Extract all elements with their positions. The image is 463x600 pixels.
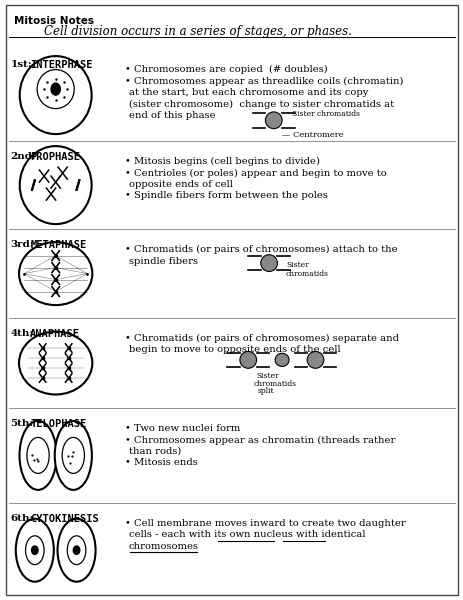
Text: • Chromatids (or pairs of chromosomes) attach to the: • Chromatids (or pairs of chromosomes) a… bbox=[125, 245, 397, 254]
Ellipse shape bbox=[19, 331, 92, 395]
Text: 5th:: 5th: bbox=[10, 419, 33, 428]
Text: than rods): than rods) bbox=[129, 447, 181, 456]
Ellipse shape bbox=[19, 146, 92, 224]
Text: — Centromere: — Centromere bbox=[282, 131, 343, 139]
Text: INTERPHASE: INTERPHASE bbox=[30, 60, 93, 70]
Text: opposite ends of cell: opposite ends of cell bbox=[129, 180, 232, 189]
Text: 4th:: 4th: bbox=[10, 329, 33, 338]
Text: • Chromosomes appear as chromatin (threads rather: • Chromosomes appear as chromatin (threa… bbox=[125, 436, 395, 445]
Ellipse shape bbox=[260, 254, 277, 271]
Text: ANAPHASE: ANAPHASE bbox=[30, 329, 80, 339]
Ellipse shape bbox=[55, 421, 92, 490]
Text: spindle fibers: spindle fibers bbox=[129, 257, 198, 266]
Text: Cell division occurs in a series of stages, or phases.: Cell division occurs in a series of stag… bbox=[44, 25, 351, 38]
Ellipse shape bbox=[265, 112, 282, 128]
Text: PROPHASE: PROPHASE bbox=[30, 152, 80, 162]
Circle shape bbox=[73, 546, 80, 554]
Text: 3rd:: 3rd: bbox=[10, 240, 34, 249]
Text: • Two new nuclei form: • Two new nuclei form bbox=[125, 424, 240, 433]
Text: Sister chromatids: Sister chromatids bbox=[292, 109, 360, 118]
Text: Sister: Sister bbox=[256, 373, 279, 380]
Text: begin to move to opposite ends of the cell: begin to move to opposite ends of the ce… bbox=[129, 346, 340, 355]
Ellipse shape bbox=[67, 536, 86, 565]
Text: at the start, but each chromosome and its copy: at the start, but each chromosome and it… bbox=[129, 88, 368, 97]
Text: • Mitosis begins (cell begins to divide): • Mitosis begins (cell begins to divide) bbox=[125, 157, 319, 166]
Text: chromosomes: chromosomes bbox=[129, 542, 199, 551]
Ellipse shape bbox=[25, 536, 44, 565]
Text: CYTOKINESIS: CYTOKINESIS bbox=[30, 514, 99, 524]
Text: • Spindle fibers form between the poles: • Spindle fibers form between the poles bbox=[125, 191, 327, 200]
Ellipse shape bbox=[239, 352, 256, 368]
Text: chromatids: chromatids bbox=[253, 380, 296, 388]
Ellipse shape bbox=[19, 242, 92, 305]
Text: 2nd:: 2nd: bbox=[10, 152, 36, 161]
Ellipse shape bbox=[27, 437, 49, 473]
Ellipse shape bbox=[307, 352, 323, 368]
Text: cells - each with its own nucleus with identical: cells - each with its own nucleus with i… bbox=[129, 530, 365, 539]
Text: TELOPHASE: TELOPHASE bbox=[30, 419, 86, 429]
Text: end of this phase: end of this phase bbox=[129, 111, 215, 120]
Text: 1st:: 1st: bbox=[10, 60, 32, 69]
Text: Mitosis Notes: Mitosis Notes bbox=[14, 16, 94, 26]
Ellipse shape bbox=[19, 421, 56, 490]
Text: • Chromosomes appear as threadlike coils (chromatin): • Chromosomes appear as threadlike coils… bbox=[125, 77, 403, 86]
Circle shape bbox=[31, 546, 38, 554]
Ellipse shape bbox=[19, 56, 92, 134]
Circle shape bbox=[51, 83, 60, 95]
Text: • Cell membrane moves inward to create two daughter: • Cell membrane moves inward to create t… bbox=[125, 519, 405, 528]
Text: • Mitosis ends: • Mitosis ends bbox=[125, 458, 198, 467]
Text: • Chromosomes are copied  (# doubles): • Chromosomes are copied (# doubles) bbox=[125, 65, 327, 74]
Ellipse shape bbox=[62, 437, 84, 473]
Text: METAPHASE: METAPHASE bbox=[30, 240, 86, 250]
Ellipse shape bbox=[16, 518, 54, 582]
Text: (sister chromosome)  change to sister chromatids at: (sister chromosome) change to sister chr… bbox=[129, 100, 393, 109]
Text: Sister: Sister bbox=[286, 262, 309, 269]
Ellipse shape bbox=[57, 518, 95, 582]
Text: chromatids: chromatids bbox=[285, 269, 328, 278]
Text: 6th:: 6th: bbox=[10, 514, 33, 523]
Text: • Centrioles (or poles) appear and begin to move to: • Centrioles (or poles) appear and begin… bbox=[125, 169, 386, 178]
Text: split: split bbox=[257, 387, 274, 395]
Text: • Chromatids (or pairs of chromosomes) separate and: • Chromatids (or pairs of chromosomes) s… bbox=[125, 334, 399, 343]
Ellipse shape bbox=[37, 70, 74, 109]
Ellipse shape bbox=[275, 353, 288, 367]
